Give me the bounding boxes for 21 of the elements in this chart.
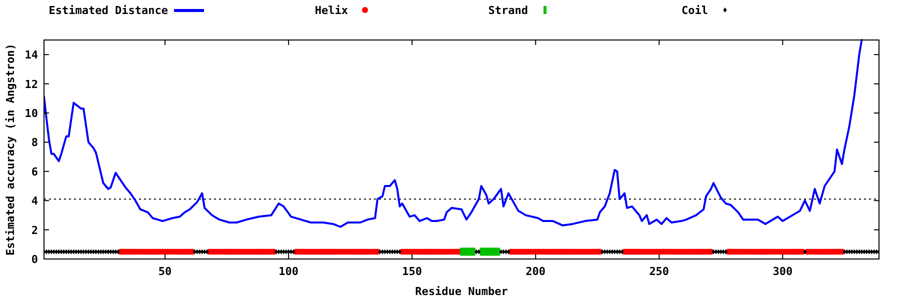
x-tick-label: 250 (649, 265, 670, 278)
y-tick-label: 4 (31, 194, 38, 208)
legend-label: Estimated Distance (48, 4, 168, 17)
x-tick-label: 50 (158, 265, 172, 278)
x-tick-label: 150 (402, 265, 422, 278)
y-tick-label: 8 (31, 136, 38, 150)
legend-label: Helix (314, 4, 348, 17)
y-tick-label: 0 (31, 253, 38, 266)
legend-label: Strand (488, 4, 528, 17)
x-tick-label: 200 (526, 265, 546, 278)
x-tick-label: 100 (278, 265, 299, 278)
y-tick-label: 14 (24, 48, 38, 62)
legend-label: Coil (682, 4, 708, 17)
y-tick-label: 12 (24, 78, 38, 91)
y-axis-title: Estimated accuracy (in Angstron) (4, 44, 17, 256)
y-tick-label: 10 (24, 107, 38, 120)
line-series (44, 39, 863, 228)
x-tick-label: 300 (772, 265, 793, 278)
x-axis-title: Residue Number (415, 285, 508, 298)
y-tick-label: 6 (31, 165, 38, 178)
y-tick-label: 2 (31, 224, 38, 237)
